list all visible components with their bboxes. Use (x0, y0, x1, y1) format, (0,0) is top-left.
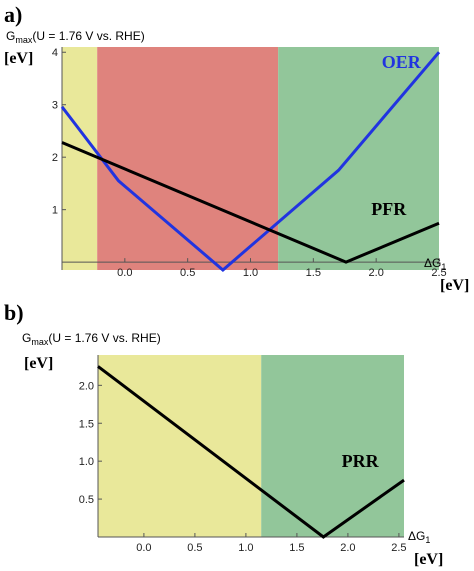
panel-b: b) Gmax(U = 1.76 V vs. RHE) [eV] 0.0 0.5 1… (4, 300, 443, 568)
panel-a-y-title: Gmax(U = 1.76 V vs. RHE) (6, 29, 145, 45)
y-tick-label: 4 (52, 47, 58, 59)
panel-a-x-label: ΔG1 (424, 256, 446, 272)
series-line-pfr (61, 141, 440, 264)
panel-b-y-title: Gmax(U = 1.76 V vs. RHE) (22, 331, 161, 347)
series-line-prr (97, 365, 405, 539)
region-0 (98, 355, 262, 537)
panel-a-plot: 0.0 0.5 1.0 1.5 2.0 2.5 1 2 3 4 OER PFR (52, 47, 447, 279)
series-line-oer (60, 51, 441, 272)
y-tick-label: 2.0 (79, 380, 94, 392)
region-1 (261, 355, 404, 537)
series-label-pfr: PFR (371, 199, 407, 219)
series-label-oer: OER (382, 52, 422, 72)
x-tick-label: 2.5 (391, 542, 406, 554)
x-tick-label: 1.5 (289, 542, 304, 554)
panel-b-x-label: ΔG1 (408, 529, 430, 545)
y-tick-label: 0.5 (79, 494, 94, 506)
panel-a-x-unit: [eV] (440, 277, 469, 294)
x-tick-label: 0.0 (136, 542, 151, 554)
x-tick-label: 2.0 (369, 267, 384, 279)
region-1 (97, 47, 279, 270)
y-tick-label: 2 (52, 152, 58, 164)
series-label-prr: PRR (342, 451, 380, 471)
y-tick-label: 3 (52, 100, 58, 112)
y-tick-label: 1.5 (79, 418, 94, 430)
panel-b-y-unit: [eV] (24, 355, 53, 372)
x-tick-label: 1.0 (238, 542, 253, 554)
panel-a: a) Gmax(U = 1.76 V vs. RHE) [eV] 0.0 0.5 1… (4, 2, 469, 294)
panel-b-letter: b) (4, 300, 24, 325)
x-tick-label: 0.5 (180, 267, 195, 279)
x-tick-label: 1.5 (306, 267, 321, 279)
y-tick-label: 1.0 (79, 456, 94, 468)
panel-b-x-unit: [eV] (414, 551, 443, 568)
region-0 (62, 47, 98, 270)
x-tick-label: 0.5 (187, 542, 202, 554)
x-tick-label: 2.0 (340, 542, 355, 554)
x-tick-label: 0.0 (117, 267, 132, 279)
x-tick-label: 1.0 (243, 267, 258, 279)
panel-a-y-unit: [eV] (4, 50, 33, 67)
panel-b-plot: 0.0 0.5 1.0 1.5 2.0 2.5 0.5 1.0 1.5 2.0 PRR (79, 355, 407, 554)
x-tick-label: 2.5 (431, 267, 446, 279)
y-tick-label: 1 (52, 205, 58, 217)
panel-a-letter: a) (4, 2, 22, 27)
